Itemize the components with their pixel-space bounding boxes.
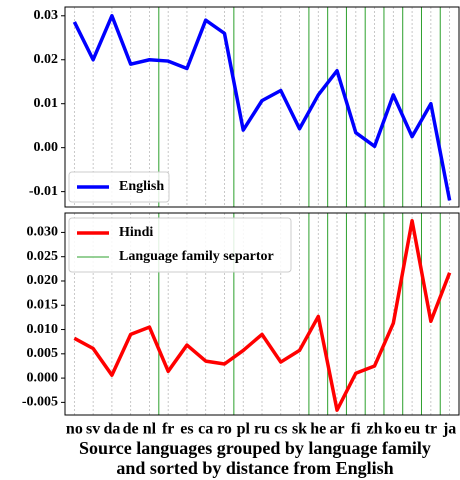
plot-frame bbox=[64, 6, 460, 208]
x-tick-label: eu bbox=[404, 421, 420, 438]
y-tick-label: 0.025 bbox=[27, 249, 59, 264]
legend-label: Hindi bbox=[119, 225, 153, 240]
y-tick-label: 0.000 bbox=[27, 370, 59, 385]
x-tick-label: da bbox=[103, 421, 120, 438]
legend-box bbox=[68, 171, 170, 203]
legend-box bbox=[68, 217, 292, 273]
y-tick-label: 0.03 bbox=[34, 8, 59, 23]
x-tick-label: sk bbox=[292, 421, 307, 438]
x-tick-label: pl bbox=[237, 421, 251, 438]
x-tick-label: sv bbox=[86, 421, 100, 438]
y-tick-label: -0.005 bbox=[22, 395, 58, 410]
y-tick-label: -0.01 bbox=[29, 184, 58, 199]
x-tick-label: fr bbox=[162, 421, 174, 438]
x-axis-label: and sorted by distance from English bbox=[116, 458, 393, 478]
x-tick-label: ca bbox=[198, 421, 213, 438]
x-tick-label: es bbox=[180, 421, 193, 438]
x-tick-label: ar bbox=[329, 421, 344, 438]
x-tick-label: fi bbox=[351, 421, 361, 438]
x-tick-label: ru bbox=[254, 421, 270, 438]
line bbox=[73, 219, 452, 412]
x-tick-label: nl bbox=[143, 421, 157, 438]
y-tick-label: 0.020 bbox=[27, 273, 59, 288]
line bbox=[72, 14, 452, 201]
x-tick-label: he bbox=[310, 421, 326, 438]
plot-frame bbox=[64, 212, 460, 416]
x-tick-label: ja bbox=[442, 421, 456, 438]
legend-label: Language family separtor bbox=[119, 249, 274, 264]
x-tick-label: de bbox=[123, 421, 139, 438]
x-tick-label: zh bbox=[367, 421, 383, 438]
y-tick-label: 0.030 bbox=[27, 225, 59, 240]
x-tick-label: ko bbox=[385, 421, 402, 438]
x-tick-label: tr bbox=[425, 421, 437, 438]
x-tick-label: ro bbox=[217, 421, 232, 438]
x-tick-label: no bbox=[66, 421, 83, 438]
x-tick-label: cs bbox=[274, 421, 287, 438]
legend-label: English bbox=[119, 179, 164, 194]
x-axis-label: Source languages grouped by language fam… bbox=[79, 438, 431, 458]
y-tick-label: 0.02 bbox=[34, 52, 59, 67]
y-tick-label: 0.005 bbox=[27, 346, 59, 361]
y-tick-label: 0.01 bbox=[34, 96, 59, 111]
y-tick-label: 0.015 bbox=[27, 297, 59, 312]
y-tick-label: 0.00 bbox=[34, 140, 59, 155]
y-tick-label: 0.010 bbox=[27, 322, 59, 337]
